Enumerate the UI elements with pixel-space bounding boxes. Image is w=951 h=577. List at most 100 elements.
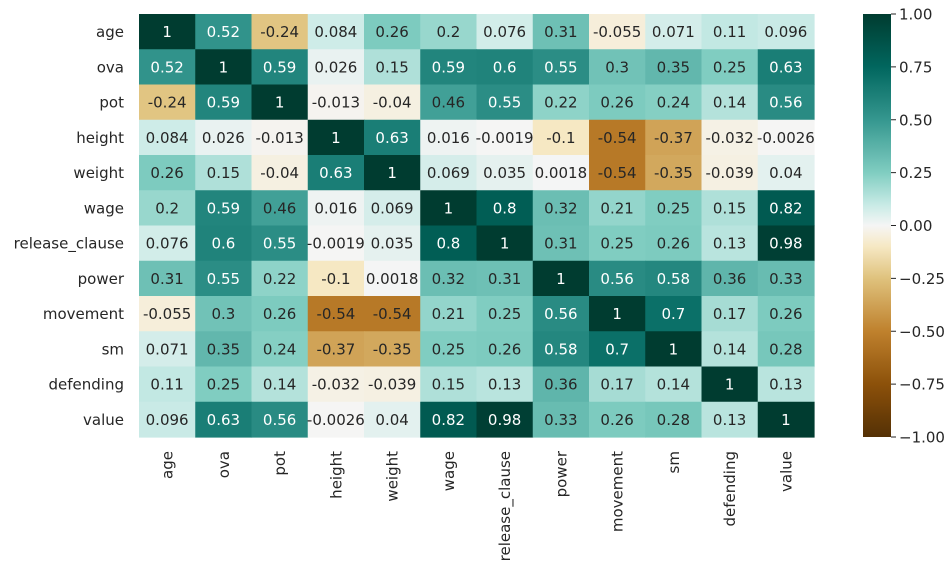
heatmap-cell-value-sm: [645, 401, 703, 438]
cell-value-label: 0.55: [207, 270, 240, 288]
colorbar: 1.00 0.75 0.50 0.25 0.00 −0.25 −0.50 −0.75 −1.00: [863, 6, 945, 447]
heatmap-cell-ova-value: [757, 49, 815, 86]
heatmap-cell-release_clause-weight: [364, 225, 421, 262]
y-tick-label-height: height: [76, 129, 124, 147]
cell-value-label: 1: [669, 340, 679, 358]
heatmap-cell-pot-age: [139, 84, 196, 121]
cell-value-label: 0.52: [207, 23, 240, 41]
heatmap-cell-age-age: [139, 14, 196, 50]
cell-value-label: -0.54: [373, 305, 412, 323]
cell-value-label: 0.26: [375, 23, 408, 41]
heatmap-cell-ova-release_clause: [476, 49, 534, 86]
heatmap-cell-weight-release_clause: [476, 155, 534, 191]
heatmap-cell-movement-ova: [195, 296, 253, 332]
heatmap-cell-wage-ova: [195, 190, 253, 227]
cell-value-label: 0.14: [263, 376, 296, 394]
heatmap-cell-age-movement: [589, 14, 646, 50]
x-tick-label-defending: defending: [721, 451, 739, 526]
heatmap-cell-ova-pot: [251, 49, 309, 86]
heatmap-cell-weight-value: [757, 155, 815, 191]
cell-value-label: 0.2: [155, 199, 179, 217]
heatmap-cell-wage-release_clause: [476, 190, 534, 227]
cell-value-label: 0.25: [432, 340, 465, 358]
heatmap-cell-value-ova: [195, 401, 253, 438]
cell-value-label: 0.25: [488, 305, 521, 323]
cell-value-label: -0.055: [143, 305, 191, 323]
cell-value-label: 0.04: [375, 411, 408, 429]
y-tick-label-value: value: [83, 411, 124, 429]
cell-value-label: 0.56: [263, 411, 296, 429]
cell-value-label: -0.35: [654, 164, 693, 182]
cell-value-label: 0.59: [432, 58, 465, 76]
colorbar-tick-label: 0.50: [899, 111, 932, 129]
heatmap-cell-ova-height: [307, 49, 365, 86]
cell-value-label: 0.076: [483, 23, 526, 41]
cell-value-label: 0.31: [488, 270, 521, 288]
heatmap-cell-labels: 1 0.52 -0.24 0.084 0.26 0.2 0.076 0.31 -0.055 0.0…: [143, 23, 815, 429]
heatmap-cell-power-value: [757, 260, 815, 297]
heatmap-cell-weight-wage: [420, 155, 478, 191]
cell-value-label: -0.1: [321, 270, 350, 288]
heatmap-cell-release_clause-movement: [589, 225, 646, 262]
heatmap-cell-movement-pot: [251, 296, 309, 332]
cell-value-label: 0.7: [605, 340, 629, 358]
cell-value-label: 0.22: [263, 270, 296, 288]
heatmap-cell-power-sm: [645, 260, 703, 297]
cell-value-label: 0.28: [657, 411, 690, 429]
cell-value-label: 0.25: [657, 199, 690, 217]
heatmap-cell-power-wage: [420, 260, 478, 297]
heatmap-cell-ova-movement: [589, 49, 646, 86]
cell-value-label: 0.15: [432, 376, 465, 394]
heatmap-cell-defending-wage: [420, 366, 478, 403]
cell-value-label: 1: [556, 270, 566, 288]
cell-value-label: -0.055: [593, 23, 641, 41]
cell-value-label: -0.24: [148, 94, 187, 112]
heatmap-cell-wage-defending: [701, 190, 759, 227]
heatmap-cell-weight-pot: [251, 155, 309, 191]
heatmap-cell-wage-movement: [589, 190, 646, 227]
cell-value-label: 0.59: [207, 199, 240, 217]
heatmap-cell-value-weight: [364, 401, 421, 438]
heatmap-cell-wage-age: [139, 190, 196, 227]
cell-value-label: 0.33: [769, 270, 802, 288]
cell-value-label: 0.82: [769, 199, 802, 217]
cell-value-label: -0.24: [260, 23, 299, 41]
heatmap-cell-age-height: [307, 14, 365, 50]
heatmap-cell-pot-weight: [364, 84, 421, 121]
heatmap-cell-movement-weight: [364, 296, 421, 332]
colorbar-tick-label: −0.75: [899, 376, 945, 394]
heatmap-cell-pot-value: [757, 84, 815, 121]
heatmap-cell-wage-weight: [364, 190, 421, 227]
cell-value-label: 0.0018: [535, 164, 588, 182]
y-tick-label-ova: ova: [97, 58, 124, 76]
cell-value-label: 0.46: [263, 199, 296, 217]
cell-value-label: 0.13: [488, 376, 521, 394]
heatmap-cell-ova-wage: [420, 49, 478, 86]
heatmap-cell-release_clause-wage: [420, 225, 478, 262]
heatmap-cell-defending-movement: [589, 366, 646, 403]
cell-value-label: 0.26: [600, 94, 633, 112]
cell-value-label: 1: [331, 129, 341, 147]
heatmap-cell-height-wage: [420, 119, 478, 156]
cell-value-label: 0.084: [314, 23, 357, 41]
colorbar-tick-label: 0.25: [899, 164, 932, 182]
cell-value-label: -0.54: [598, 129, 637, 147]
heatmap-cell-pot-pot: [251, 84, 309, 121]
colorbar-tick-label: 0.00: [899, 217, 932, 235]
cell-value-label: 0.35: [657, 58, 690, 76]
heatmap-cell-value-power: [532, 401, 590, 438]
cell-value-label: 0.36: [713, 270, 746, 288]
heatmap-cell-power-movement: [589, 260, 646, 297]
heatmap-cell-sm-ova: [195, 331, 253, 368]
heatmap-cell-sm-wage: [420, 331, 478, 368]
heatmap-cell-release_clause-power: [532, 225, 590, 262]
cell-value-label: 0.35: [207, 340, 240, 358]
heatmap-cell-age-release_clause: [476, 14, 534, 50]
heatmap-cell-release_clause-sm: [645, 225, 703, 262]
heatmap-cell-ova-power: [532, 49, 590, 86]
cell-value-label: 0.55: [263, 235, 296, 253]
heatmap-cell-height-ova: [195, 119, 253, 156]
cell-value-label: -0.013: [312, 94, 360, 112]
cell-value-label: 0.11: [713, 23, 746, 41]
cell-value-label: 0.026: [202, 129, 245, 147]
